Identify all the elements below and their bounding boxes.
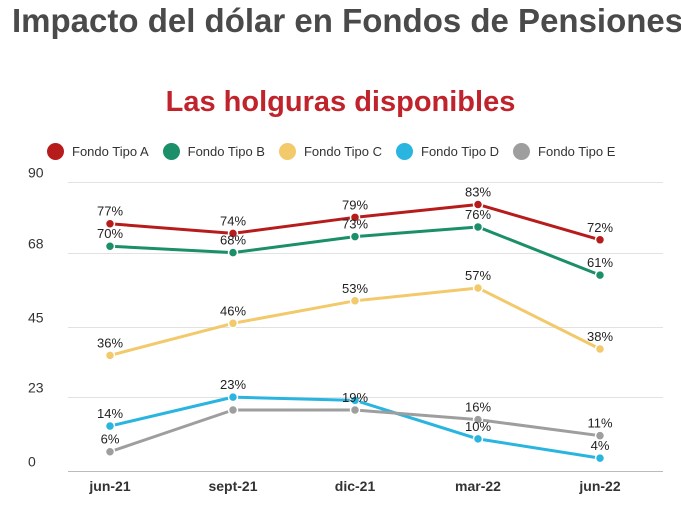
data-label-layer: 77% 74% 79% 83% 72% 70% 68% 73% 76% 61% 36% 46% 53% 5…: [97, 184, 613, 453]
legend-label: Fondo Tipo C: [303, 144, 382, 159]
data-label-fondo-tipo-b: 61%: [587, 255, 613, 270]
legend-item-fondo-tipo-d[interactable]: Fondo Tipo D: [396, 143, 499, 160]
data-point-fondo-tipo-d: [104, 420, 116, 432]
legend-item-fondo-tipo-a[interactable]: Fondo Tipo A: [47, 143, 149, 160]
data-point-fondo-tipo-c: [349, 295, 361, 307]
data-label-fondo-tipo-c: 46%: [220, 303, 246, 318]
data-point-fondo-tipo-c: [227, 318, 239, 329]
data-point-fondo-tipo-d: [594, 452, 606, 464]
data-point-fondo-tipo-e: [594, 430, 606, 441]
data-point-fondo-tipo-d: [472, 433, 484, 445]
data-label-fondo-tipo-a: 83%: [465, 184, 491, 199]
data-point-fondo-tipo-b: [349, 231, 361, 242]
data-point-fondo-tipo-c: [472, 282, 484, 294]
data-point-fondo-tipo-e: [349, 404, 361, 416]
data-point-fondo-tipo-a: [594, 234, 606, 246]
legend-item-fondo-tipo-b[interactable]: Fondo Tipo B: [162, 143, 265, 160]
data-point-fondo-tipo-b: [227, 247, 239, 258]
x-tick-label: sept-21: [208, 478, 257, 494]
y-tick-label: 0: [28, 454, 36, 470]
y-tick-label: 90: [28, 165, 44, 181]
y-tick-label: 68: [28, 236, 44, 252]
grid-layer: [68, 182, 663, 472]
x-tick-label: jun-21: [88, 478, 130, 494]
data-label-fondo-tipo-e: 6%: [101, 432, 120, 447]
data-label-fondo-tipo-c: 36%: [97, 335, 123, 350]
data-label-fondo-tipo-a: 79%: [342, 197, 368, 212]
data-label-fondo-tipo-a: 77%: [97, 204, 123, 219]
page-title: Impacto del dólar en Fondos de Pensiones: [12, 2, 681, 39]
data-label-fondo-tipo-a: 72%: [587, 220, 613, 235]
data-point-fondo-tipo-c: [594, 343, 606, 355]
data-point-fondo-tipo-c: [104, 350, 116, 361]
data-point-fondo-tipo-e: [104, 446, 116, 457]
legend-label: Fondo Tipo D: [421, 144, 500, 159]
legend-swatch: [162, 143, 180, 160]
data-point-fondo-tipo-b: [594, 269, 606, 281]
axis-layer: 90 68 45 23 0 jun-21 sept-21 dic-21 mar-22 jun-22: [28, 165, 621, 495]
data-point-fondo-tipo-b: [472, 221, 484, 233]
data-point-fondo-tipo-a: [104, 218, 116, 229]
data-label-fondo-tipo-c: 38%: [587, 329, 613, 344]
data-point-fondo-tipo-e: [472, 414, 484, 425]
data-point-fondo-tipo-a: [472, 199, 484, 210]
data-point-fondo-tipo-b: [104, 240, 116, 252]
data-point-fondo-tipo-d: [227, 391, 239, 403]
data-point-fondo-tipo-a: [349, 212, 361, 223]
data-label-fondo-tipo-b: 70%: [97, 226, 123, 241]
legend-swatch: [513, 143, 531, 160]
data-label-fondo-tipo-e: 11%: [587, 416, 612, 431]
legend-swatch: [47, 143, 64, 160]
legend-label: Fondo Tipo E: [538, 144, 616, 159]
data-label-fondo-tipo-b: 68%: [220, 233, 246, 248]
data-label-fondo-tipo-c: 57%: [465, 268, 491, 283]
y-tick-label: 23: [28, 380, 44, 396]
legend-label: Fondo Tipo B: [187, 144, 265, 159]
x-tick-label: dic-21: [335, 478, 376, 494]
legend-label: Fondo Tipo A: [72, 144, 149, 159]
data-label-fondo-tipo-b: 73%: [342, 217, 368, 232]
data-label-fondo-tipo-b: 76%: [465, 207, 491, 222]
legend-swatch: [396, 143, 413, 160]
data-label-fondo-tipo-e: 19%: [342, 390, 368, 405]
series-layer: [104, 199, 606, 464]
chart-legend: Fondo Tipo A Fondo Tipo B Fondo Tipo C F…: [47, 143, 629, 160]
data-label-fondo-tipo-d: 10%: [465, 419, 491, 434]
data-point-fondo-tipo-a: [227, 228, 239, 239]
legend-item-fondo-tipo-c[interactable]: Fondo Tipo C: [278, 143, 382, 160]
legend-item-fondo-tipo-e[interactable]: Fondo Tipo E: [513, 143, 615, 160]
data-label-fondo-tipo-c: 53%: [342, 281, 368, 296]
data-label-fondo-tipo-d: 4%: [591, 438, 610, 453]
x-tick-label: jun-22: [578, 478, 620, 494]
chart-title: Las holguras disponibles: [165, 86, 516, 118]
legend-swatch: [278, 143, 296, 160]
y-tick-label: 45: [28, 310, 44, 326]
data-label-fondo-tipo-e: 16%: [465, 400, 491, 415]
x-tick-label: mar-22: [455, 478, 501, 494]
data-label-fondo-tipo-a: 74%: [220, 213, 246, 228]
data-label-fondo-tipo-d: 14%: [97, 406, 123, 421]
data-point-fondo-tipo-e: [227, 404, 239, 416]
data-label-fondo-tipo-d: 23%: [220, 377, 246, 392]
